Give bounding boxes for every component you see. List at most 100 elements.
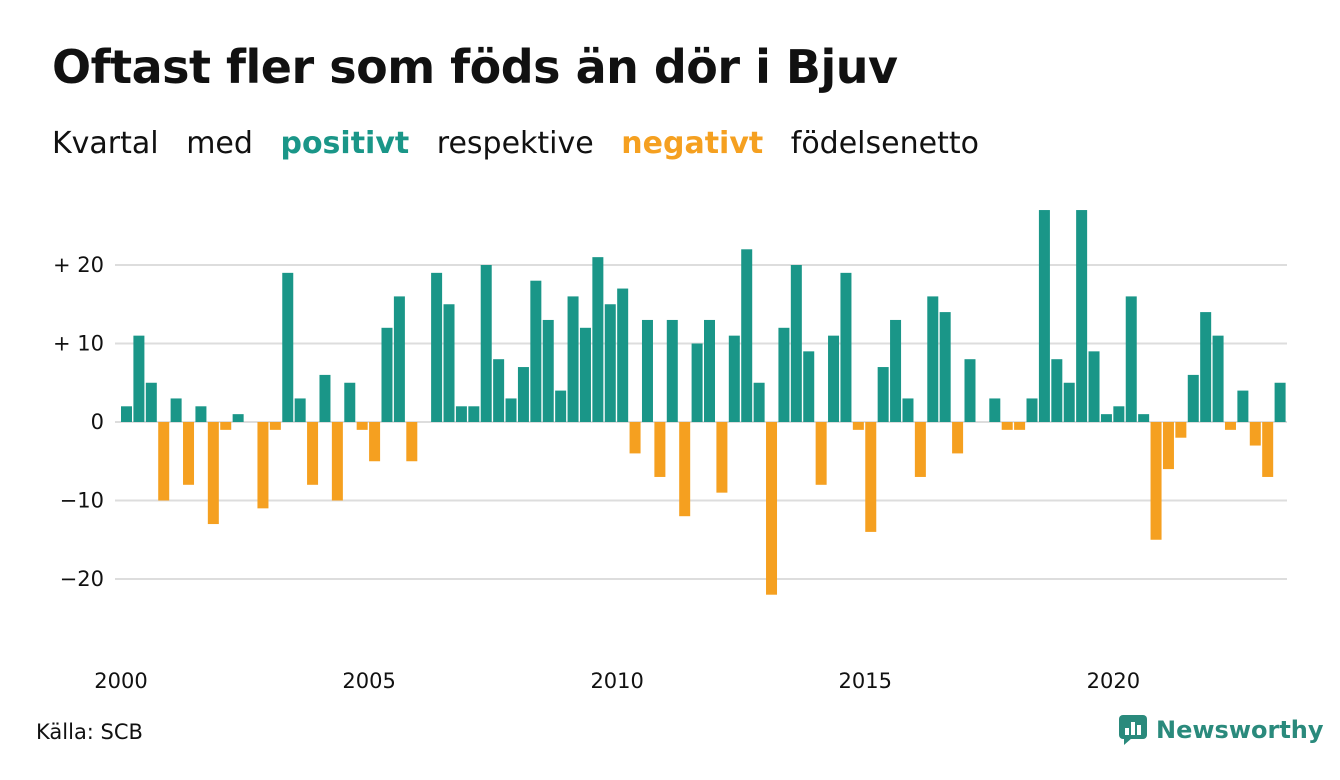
bar <box>989 398 1001 422</box>
bar <box>493 359 505 422</box>
bar <box>356 422 368 430</box>
y-tick-label: + 20 <box>53 253 104 277</box>
bar <box>369 422 381 462</box>
bar <box>319 374 331 422</box>
bar <box>952 422 964 454</box>
y-tick-label: −10 <box>60 489 104 513</box>
bar <box>828 335 840 422</box>
subtitle-word: respektive <box>436 126 594 161</box>
bar <box>517 367 529 422</box>
bar <box>579 327 591 422</box>
x-tick-label: 2015 <box>839 669 892 693</box>
bar <box>1212 335 1224 422</box>
bar <box>691 343 703 422</box>
x-tick-label: 2020 <box>1087 669 1140 693</box>
bar <box>1187 374 1199 422</box>
bar <box>158 422 170 501</box>
bar <box>1200 312 1212 422</box>
bar <box>145 382 157 422</box>
bar <box>679 422 691 517</box>
bar <box>654 422 666 477</box>
bars <box>121 210 1286 595</box>
x-axis-tick-labels: 2000 2005 2010 2015 2020 <box>94 669 1140 693</box>
bar <box>1125 296 1137 422</box>
bar <box>666 319 678 422</box>
brand-logo: Newsworthy <box>1118 712 1324 748</box>
bar <box>307 422 319 485</box>
bar <box>766 422 778 595</box>
bar <box>1100 414 1112 422</box>
bar <box>567 296 579 422</box>
bar <box>393 296 405 422</box>
bar <box>778 327 790 422</box>
bar <box>629 422 641 454</box>
bar <box>443 304 455 422</box>
bar <box>1026 398 1038 422</box>
bar <box>455 406 467 422</box>
bar <box>1224 422 1236 430</box>
bar <box>1113 406 1125 422</box>
brand-name: Newsworthy <box>1156 716 1324 744</box>
bar <box>232 414 244 422</box>
y-axis-tick-labels: + 20 + 10 0 −10 −20 <box>53 253 104 591</box>
bar <box>331 422 343 501</box>
bar <box>815 422 827 485</box>
bar <box>852 422 864 430</box>
source-label: Källa: SCB <box>36 720 143 744</box>
chart-subtitle: Kvartal med positivt respektive negativt… <box>52 126 997 161</box>
bar <box>641 319 653 422</box>
bar <box>1175 422 1187 438</box>
y-tick-label: + 10 <box>53 332 104 356</box>
bar <box>555 390 567 422</box>
bar <box>604 304 616 422</box>
bar <box>431 272 443 422</box>
bar <box>890 319 902 422</box>
bar <box>170 398 182 422</box>
bar <box>704 319 715 422</box>
bar <box>716 422 728 493</box>
subtitle-word: födelsenetto <box>790 126 979 161</box>
bar <box>865 422 877 532</box>
bar <box>1014 422 1026 430</box>
bar <box>542 319 554 422</box>
bar <box>406 422 418 462</box>
bar <box>1001 422 1013 430</box>
bar <box>183 422 195 485</box>
x-tick-label: 2005 <box>342 669 395 693</box>
bar <box>877 367 889 422</box>
bar <box>220 422 232 430</box>
bar <box>133 335 145 422</box>
bar <box>741 249 753 422</box>
bar <box>294 398 306 422</box>
y-tick-label: −20 <box>60 567 104 591</box>
bar <box>257 422 269 509</box>
bar <box>753 382 765 422</box>
subtitle-negative-word: negativt <box>621 126 764 161</box>
bar <box>803 351 815 422</box>
newsworthy-icon <box>1119 715 1147 745</box>
bar <box>902 398 914 422</box>
bar <box>790 265 802 422</box>
bar <box>1076 210 1088 422</box>
bar <box>728 335 740 422</box>
bar <box>381 327 393 422</box>
subtitle-positive-word: positivt <box>280 126 410 161</box>
chart-title: Oftast fler som föds än dör i Bjuv <box>52 40 898 94</box>
bar <box>1162 422 1174 470</box>
bar <box>480 265 492 422</box>
x-tick-label: 2010 <box>590 669 643 693</box>
bar <box>282 272 294 422</box>
x-tick-label: 2000 <box>94 669 147 693</box>
bar <box>195 406 207 422</box>
bar <box>468 406 480 422</box>
bar <box>964 359 976 422</box>
bar <box>1237 390 1249 422</box>
subtitle-word: med <box>186 126 253 161</box>
bar <box>344 382 356 422</box>
bar <box>1249 422 1261 446</box>
bar <box>617 288 629 422</box>
bar <box>592 257 604 422</box>
y-tick-label: 0 <box>91 410 104 434</box>
bar <box>939 312 951 422</box>
